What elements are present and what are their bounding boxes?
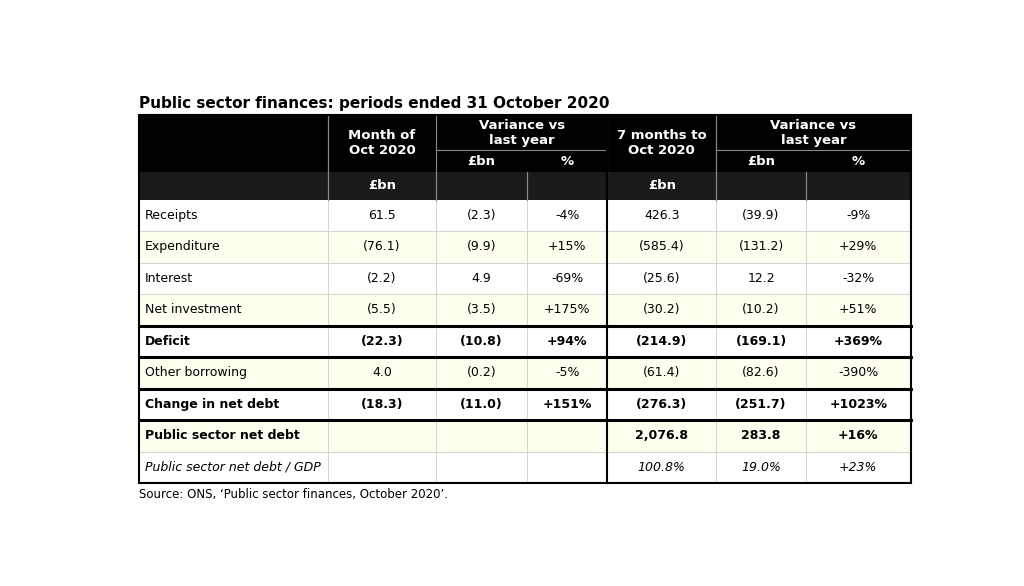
Text: 7 months to
Oct 2020: 7 months to Oct 2020 [616, 130, 707, 158]
Text: Deficit: Deficit [145, 335, 190, 348]
Text: (30.2): (30.2) [643, 304, 681, 316]
Text: (585.4): (585.4) [639, 240, 685, 253]
Text: (76.1): (76.1) [364, 240, 400, 253]
Bar [139, 294, 910, 326]
Text: (82.6): (82.6) [742, 366, 779, 379]
Bar [139, 231, 910, 263]
Text: (5.5): (5.5) [368, 304, 397, 316]
Text: (214.9): (214.9) [636, 335, 687, 348]
Text: +29%: +29% [839, 240, 878, 253]
Bar [139, 420, 910, 452]
Text: (11.0): (11.0) [460, 398, 503, 411]
Text: (25.6): (25.6) [643, 272, 681, 285]
Text: 61.5: 61.5 [368, 209, 396, 222]
Text: +94%: +94% [547, 335, 588, 348]
Text: Change in net debt: Change in net debt [145, 398, 280, 411]
Text: +369%: +369% [834, 335, 883, 348]
Text: +151%: +151% [543, 398, 592, 411]
Text: (39.9): (39.9) [742, 209, 779, 222]
Text: 19.0%: 19.0% [741, 461, 781, 474]
Bar [139, 200, 910, 231]
Text: (61.4): (61.4) [643, 366, 681, 379]
Text: (276.3): (276.3) [636, 398, 687, 411]
Text: Public sector net debt / GDP: Public sector net debt / GDP [145, 461, 321, 474]
Text: Month of
Oct 2020: Month of Oct 2020 [348, 130, 416, 158]
Text: (0.2): (0.2) [467, 366, 497, 379]
Text: 283.8: 283.8 [741, 430, 780, 442]
Text: 100.8%: 100.8% [638, 461, 686, 474]
Text: (169.1): (169.1) [735, 335, 786, 348]
Text: 426.3: 426.3 [644, 209, 680, 222]
Text: +1023%: +1023% [829, 398, 887, 411]
Text: Public sector finances: periods ended 31 October 2020: Public sector finances: periods ended 31… [139, 96, 609, 111]
Bar [139, 263, 910, 294]
Bar [139, 115, 910, 172]
Text: %: % [561, 155, 573, 168]
Text: Variance vs
last year: Variance vs last year [478, 118, 565, 146]
Text: -5%: -5% [555, 366, 580, 379]
Text: Public sector net debt: Public sector net debt [145, 430, 300, 442]
Text: -69%: -69% [551, 272, 584, 285]
Bar [139, 172, 910, 200]
Text: Net investment: Net investment [145, 304, 242, 316]
Bar [139, 326, 910, 357]
Text: +23%: +23% [839, 461, 878, 474]
Text: Interest: Interest [145, 272, 194, 285]
Text: 4.0: 4.0 [372, 366, 392, 379]
Text: +15%: +15% [548, 240, 587, 253]
Text: (18.3): (18.3) [360, 398, 403, 411]
Bar [139, 115, 910, 483]
Bar [139, 389, 910, 420]
Text: £bn: £bn [468, 155, 496, 168]
Text: (251.7): (251.7) [735, 398, 786, 411]
Text: £bn: £bn [746, 155, 775, 168]
Text: 4.9: 4.9 [472, 272, 492, 285]
Text: -4%: -4% [555, 209, 580, 222]
Text: Receipts: Receipts [145, 209, 199, 222]
Text: Expenditure: Expenditure [145, 240, 221, 253]
Text: 2,076.8: 2,076.8 [635, 430, 688, 442]
Text: Variance vs
last year: Variance vs last year [770, 118, 856, 146]
Text: £bn: £bn [648, 179, 676, 192]
Bar [139, 357, 910, 389]
Text: (10.8): (10.8) [460, 335, 503, 348]
Text: %: % [852, 155, 865, 168]
Text: (2.2): (2.2) [368, 272, 396, 285]
Text: +175%: +175% [544, 304, 591, 316]
Text: Source: ONS, ‘Public sector finances, October 2020’.: Source: ONS, ‘Public sector finances, Oc… [139, 488, 447, 502]
Text: (3.5): (3.5) [467, 304, 497, 316]
Text: (9.9): (9.9) [467, 240, 497, 253]
Text: 12.2: 12.2 [748, 272, 775, 285]
Text: +51%: +51% [839, 304, 878, 316]
Text: +16%: +16% [838, 430, 879, 442]
Text: -9%: -9% [846, 209, 870, 222]
Text: (22.3): (22.3) [360, 335, 403, 348]
Bar [139, 452, 910, 483]
Text: (10.2): (10.2) [742, 304, 779, 316]
Text: (2.3): (2.3) [467, 209, 497, 222]
Text: -390%: -390% [838, 366, 879, 379]
Text: (131.2): (131.2) [738, 240, 783, 253]
Text: Other borrowing: Other borrowing [145, 366, 247, 379]
Text: -32%: -32% [842, 272, 874, 285]
Text: £bn: £bn [368, 179, 396, 192]
